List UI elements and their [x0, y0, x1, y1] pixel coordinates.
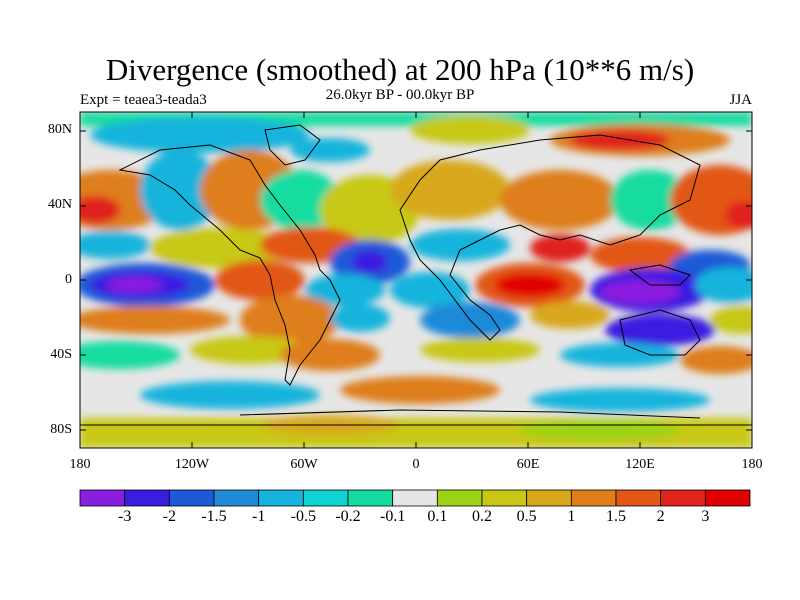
colorbar-swatch	[660, 489, 706, 507]
colorbar-label: 3	[701, 508, 710, 525]
colorbar-label: -0.5	[290, 508, 316, 525]
colorbar-label: -1.5	[201, 508, 227, 525]
colorbar-swatch	[481, 489, 528, 507]
colorbar-swatch	[570, 489, 617, 507]
subtitle-label: 26.0kyr BP - 00.0kyr BP	[325, 87, 475, 103]
lat-tick-label: 40S	[50, 347, 72, 362]
lon-tick-label: 60W	[290, 457, 318, 472]
colorbar-swatch	[615, 489, 662, 507]
colorbar-label: -3	[117, 508, 132, 525]
lon-tick-label: 120E	[625, 457, 655, 472]
season-label: JJA	[729, 92, 752, 108]
lon-tick-label: 180	[69, 457, 91, 472]
colorbar-label: -1	[251, 508, 266, 525]
colorbar-swatch	[347, 489, 394, 507]
lat-tick-label: 80N	[47, 122, 72, 137]
lat-tick-label: 80S	[50, 422, 72, 437]
colorbar-swatch	[302, 489, 349, 507]
colorbar-swatch	[704, 489, 751, 507]
colorbar-swatch	[392, 489, 438, 507]
map-title: Divergence (smoothed) at 200 hPa (10**6 …	[105, 52, 695, 87]
colorbar-swatch	[79, 489, 126, 507]
colorbar-label: -0.2	[335, 508, 361, 525]
colorbar-swatch	[436, 489, 483, 507]
colorbar-label: 1.5	[606, 508, 626, 525]
experiment-label: Expt = teaea3-teada3	[80, 92, 207, 108]
colorbar-label: 2	[656, 508, 665, 525]
colorbar-swatch	[168, 489, 215, 507]
lon-tick-label: 60E	[516, 457, 540, 472]
colorbar-swatch	[124, 489, 170, 507]
colorbar-swatch	[258, 489, 304, 507]
lat-tick-label: 40N	[47, 197, 72, 212]
lat-tick-label: 0	[65, 272, 72, 287]
coastlines	[80, 124, 752, 426]
colorbar-label: 0.2	[472, 508, 492, 525]
lon-tick-label: 0	[412, 457, 420, 472]
colorbar-label: 0.1	[427, 508, 448, 525]
axis-ticks	[80, 112, 752, 448]
colorbar-label: 1	[567, 508, 576, 525]
lon-tick-label: 120W	[174, 457, 210, 472]
colorbar	[79, 489, 751, 507]
colorbar-swatch	[526, 489, 572, 507]
colorbar-swatch	[213, 489, 260, 507]
colorbar-label: 0.5	[516, 508, 537, 525]
divergence-field	[80, 112, 752, 448]
colorbar-label: -2	[162, 508, 176, 525]
colorbar-label: -0.1	[379, 508, 406, 525]
lon-tick-label: 180	[741, 457, 763, 472]
